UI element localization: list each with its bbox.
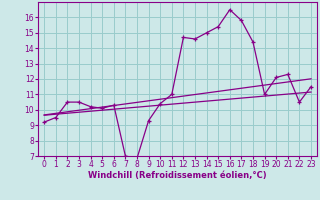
X-axis label: Windchill (Refroidissement éolien,°C): Windchill (Refroidissement éolien,°C)	[88, 171, 267, 180]
